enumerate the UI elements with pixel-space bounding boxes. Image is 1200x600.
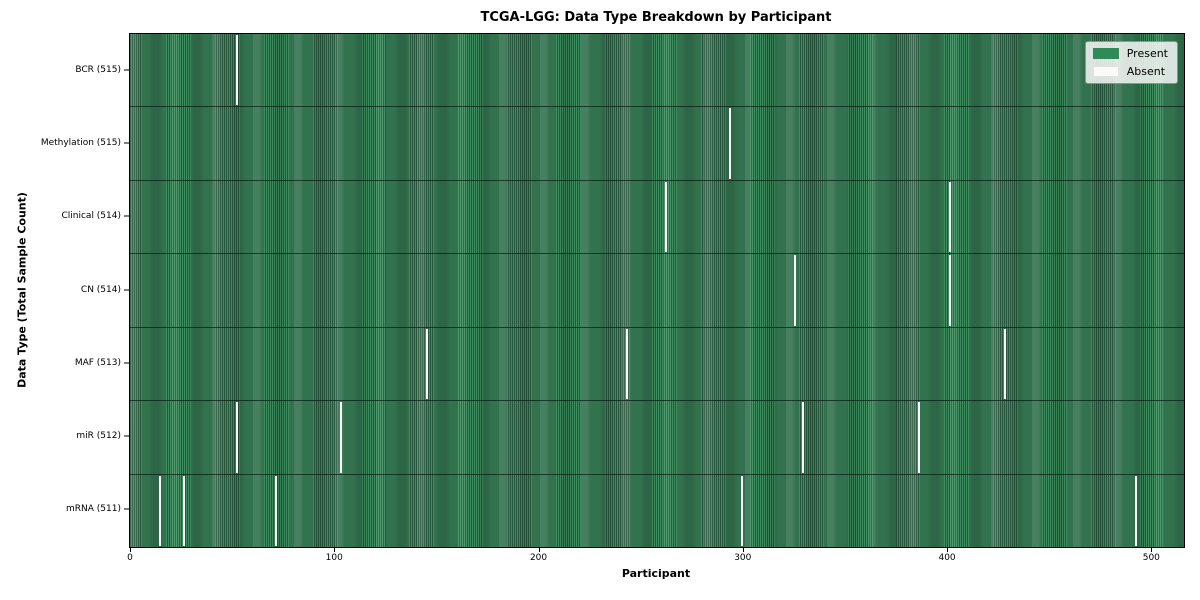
y-tick-label: miR (512) [76, 431, 121, 442]
absent-marker [802, 402, 805, 473]
y-tick-label: BCR (515) [75, 64, 121, 75]
absent-marker [1135, 475, 1137, 546]
absent-marker [665, 181, 668, 253]
x-axis-tick [947, 548, 949, 552]
y-axis-tick [124, 69, 129, 71]
row-clinical [130, 180, 1184, 255]
y-axis-tick [124, 362, 129, 364]
row-cn [130, 254, 1184, 328]
row-maf [130, 327, 1184, 402]
x-tick-label: 0 [127, 553, 133, 563]
y-axis-tick [124, 215, 129, 217]
absent-marker [626, 328, 629, 400]
y-axis-tick [124, 289, 129, 290]
x-tick-label: 100 [325, 553, 343, 563]
absent-marker [1004, 328, 1007, 400]
legend-label-present: Present [1126, 47, 1168, 60]
absent-marker [949, 255, 952, 326]
x-axis-tick [334, 548, 336, 552]
x-tick-label: 400 [938, 553, 956, 563]
row-methylation [130, 107, 1184, 181]
y-tick-label: MAF (513) [74, 357, 121, 368]
legend-swatch-absent [1092, 66, 1119, 77]
absent-marker [949, 181, 952, 253]
absent-marker [793, 255, 796, 326]
legend-item-present: Present [1092, 47, 1168, 60]
x-tick-label: 200 [529, 553, 548, 563]
x-tick-label: 300 [734, 553, 752, 563]
absent-marker [236, 402, 239, 473]
x-axis-tick [130, 548, 132, 552]
plot-area: Present Absent [129, 33, 1185, 548]
absent-marker [728, 108, 731, 179]
absent-marker [236, 35, 239, 106]
x-axis-tick [1151, 548, 1153, 552]
absent-marker [275, 475, 278, 546]
row-mrna [130, 474, 1184, 547]
absent-marker [918, 402, 921, 473]
y-tick-label: CN (514) [80, 284, 121, 295]
y-tick-label: Clinical (514) [61, 211, 121, 222]
legend-item-absent: Absent [1092, 65, 1168, 78]
y-axis-tick [124, 435, 129, 437]
legend-label-absent: Absent [1126, 65, 1166, 78]
absent-marker [340, 402, 343, 473]
y-axis-tick [124, 142, 129, 144]
y-tick-label: mRNA (511) [66, 504, 121, 515]
absent-marker [183, 475, 186, 546]
x-axis-tick [742, 548, 744, 552]
chart-title: TCGA-LGG: Data Type Breakdown by Partici… [480, 10, 832, 25]
legend: Present Absent [1084, 41, 1178, 84]
x-tick-label: 500 [1142, 553, 1160, 563]
y-tick-label: Methylation (515) [40, 137, 121, 148]
x-axis-tick [538, 548, 540, 552]
row-mir [130, 401, 1184, 475]
legend-swatch-present [1092, 48, 1119, 59]
rows [130, 34, 1184, 547]
absent-marker [426, 328, 429, 400]
y-axis-tick [124, 508, 129, 510]
x-axis-label: Participant [621, 567, 691, 580]
absent-marker [740, 475, 743, 546]
absent-marker [158, 475, 161, 546]
row-bcr [130, 34, 1184, 108]
